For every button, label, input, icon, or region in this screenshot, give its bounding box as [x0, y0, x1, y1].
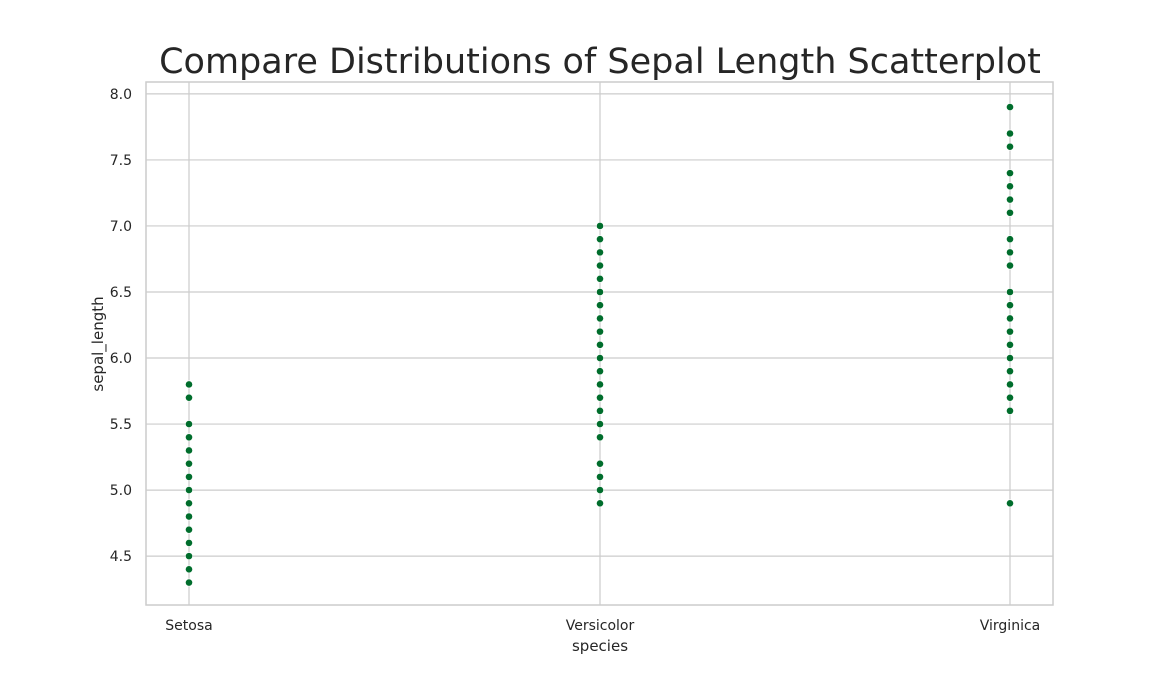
data-point [1006, 499, 1014, 508]
y-tick-label: 7.5 [110, 153, 132, 169]
data-point [185, 420, 193, 428]
data-point [185, 512, 193, 521]
data-point [185, 552, 193, 561]
y-tick-label: 4.5 [110, 549, 132, 565]
data-point [1006, 340, 1014, 349]
y-axis-label: sepal_length [89, 296, 108, 391]
y-tick-label: 6.5 [110, 285, 132, 301]
data-point [596, 327, 604, 336]
data-point [596, 314, 604, 323]
data-point [596, 393, 604, 402]
data-point [1006, 288, 1014, 296]
data-point [1006, 129, 1014, 138]
data-point [596, 261, 604, 270]
data-point [185, 380, 193, 389]
data-point [596, 406, 604, 415]
data-point [185, 459, 193, 468]
data-point [185, 499, 193, 508]
data-point [596, 235, 604, 244]
data-point [185, 539, 193, 547]
data-point [596, 354, 604, 362]
data-point [185, 472, 193, 481]
data-point [1006, 169, 1014, 178]
data-point [596, 274, 604, 283]
data-point [185, 525, 193, 534]
data-point [1006, 182, 1014, 191]
plot-area-frame [145, 81, 1054, 606]
data-point [596, 486, 604, 494]
data-point [596, 380, 604, 389]
y-tick-label: 6.0 [110, 351, 132, 367]
data-point [1006, 406, 1014, 415]
x-tick-label: Virginica [980, 618, 1040, 634]
data-point [1006, 248, 1014, 257]
data-point [1006, 235, 1014, 244]
data-point [1006, 314, 1014, 323]
data-point [596, 222, 604, 230]
data-point [596, 499, 604, 508]
data-point [596, 288, 604, 296]
y-tick-labels: 4.5 5.0 5.5 6.0 6.5 7.0 7.5 8.0 [110, 87, 132, 565]
data-point [596, 340, 604, 349]
y-tick-label: 7.0 [110, 219, 132, 235]
x-axis-label: species [572, 637, 628, 655]
data-point [596, 301, 604, 310]
x-tick-labels: Setosa Versicolor Virginica [165, 618, 1040, 634]
chart-title: Compare Distributions of Sepal Length Sc… [159, 42, 1041, 82]
data-point [596, 472, 604, 481]
data-point [1006, 354, 1014, 362]
data-point [185, 446, 193, 455]
data-point [1006, 393, 1014, 402]
data-point [1006, 380, 1014, 389]
data-point [1006, 195, 1014, 204]
data-point [596, 459, 604, 468]
data-point [1006, 103, 1014, 111]
data-point [596, 420, 604, 428]
data-point [185, 433, 193, 442]
data-point [596, 433, 604, 442]
data-point [1006, 367, 1014, 376]
data-points [185, 103, 1014, 587]
data-point [1006, 327, 1014, 336]
data-point [1006, 142, 1014, 151]
data-point [185, 486, 193, 494]
data-point [1006, 261, 1014, 270]
data-point [596, 248, 604, 257]
data-point [185, 393, 193, 402]
y-tick-label: 5.0 [110, 483, 132, 499]
data-point [185, 565, 193, 574]
x-tick-label: Setosa [165, 618, 212, 634]
data-point [1006, 208, 1014, 217]
y-tick-label: 5.5 [110, 417, 132, 433]
x-tick-label: Versicolor [566, 618, 635, 634]
y-tick-label: 8.0 [110, 87, 132, 103]
data-point [185, 578, 193, 587]
data-point [596, 367, 604, 376]
data-point [1006, 301, 1014, 310]
